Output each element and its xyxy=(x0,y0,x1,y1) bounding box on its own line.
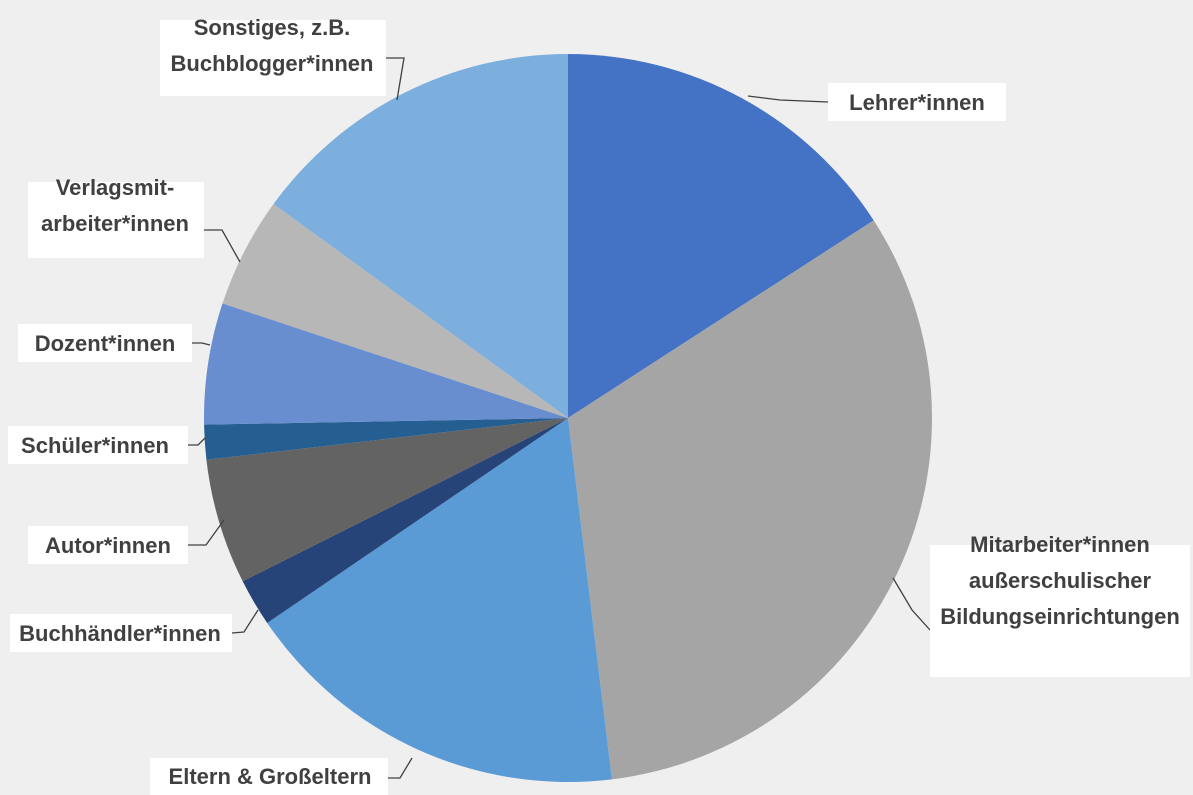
pie-slice-eltern-grosseltern xyxy=(267,418,612,783)
pie-slice-mitarbeiter-innen-ausserschulischer-bildungseinrichtungen xyxy=(568,220,932,780)
label-line: außerschulischer xyxy=(969,568,1152,593)
label-line: Sonstiges, z.B. xyxy=(194,15,350,40)
label-box xyxy=(828,83,1006,121)
label-text: Lehrer*innen xyxy=(849,90,985,115)
data-label-autor-innen: Autor*innen xyxy=(28,519,225,564)
pie-slice-lehrer-innen xyxy=(568,54,874,418)
label-line: Lehrer*innen xyxy=(849,90,985,115)
data-label-verlagsmit-arbeiter-innen: Verlagsmit-arbeiter*innen xyxy=(28,175,241,263)
leader-line xyxy=(231,609,259,634)
label-box xyxy=(28,526,188,564)
label-box xyxy=(28,182,204,258)
pie-slice-schueler-innen xyxy=(204,418,568,460)
label-text: Eltern & Großeltern xyxy=(169,764,372,789)
data-label-buchhaendler-innen: Buchhändler*innen xyxy=(10,609,259,652)
label-text: Dozent*innen xyxy=(35,331,176,356)
label-text: Autor*innen xyxy=(45,533,171,558)
pie-labels: Lehrer*innen Mitarbeiter*innen außerschuli… xyxy=(8,15,1190,795)
data-label-dozent-innen: Dozent*innen xyxy=(18,324,211,362)
label-box xyxy=(18,324,192,362)
pie-slice-verlagsmit-arbeiter-innen xyxy=(222,204,568,418)
label-box xyxy=(930,545,1190,677)
label-box xyxy=(10,614,232,652)
data-label-schueler-innen: Schüler*innen xyxy=(8,426,206,464)
data-label-lehrer-innen: Lehrer*innen xyxy=(747,83,1006,121)
label-text: Buchhändler*innen xyxy=(19,621,221,646)
label-line: Buchhändler*innen xyxy=(19,621,221,646)
pie-slice-autor-innen xyxy=(206,418,568,582)
pie-slice-sonstiges-z-b-buchblogger-innen xyxy=(273,54,568,418)
label-line: Verlagsmit- xyxy=(56,175,175,200)
leader-line xyxy=(204,229,241,263)
leader-line xyxy=(388,757,413,779)
leader-line xyxy=(747,95,829,103)
label-line: Eltern & Großeltern xyxy=(169,764,372,789)
leader-line xyxy=(192,342,211,346)
label-line: Autor*innen xyxy=(45,533,171,558)
label-box xyxy=(160,20,386,96)
label-text: Mitarbeiter*innen außerschulischer Bildung… xyxy=(940,532,1180,629)
leader-line xyxy=(188,519,225,546)
label-line: Bildungseinrichtungen xyxy=(940,604,1180,629)
data-label-mitarbeiter-innen-ausserschulischer-bildungseinrichtungen: Mitarbeiter*innen außerschulischer Bildung… xyxy=(892,532,1190,677)
label-box xyxy=(150,758,388,795)
label-line: Schüler*innen xyxy=(21,433,169,458)
leader-line xyxy=(892,577,931,631)
label-line: Mitarbeiter*innen xyxy=(970,532,1150,557)
data-label-eltern-grosseltern: Eltern & Großeltern xyxy=(150,757,413,795)
label-line: Dozent*innen xyxy=(35,331,176,356)
leader-line xyxy=(386,57,405,101)
label-box xyxy=(8,426,188,464)
pie-slices xyxy=(204,54,932,783)
label-text: Verlagsmit-arbeiter*innen xyxy=(41,175,189,236)
label-line: Buchblogger*innen xyxy=(171,51,374,76)
data-label-sonstiges-z-b-buchblogger-innen: Sonstiges, z.B. Buchblogger*innen xyxy=(160,15,405,101)
leader-line xyxy=(188,437,206,446)
label-text: Sonstiges, z.B. Buchblogger*innen xyxy=(171,15,374,76)
pie-slice-buchhaendler-innen xyxy=(242,418,568,623)
label-text: Schüler*innen xyxy=(21,433,169,458)
pie-slice-dozent-innen xyxy=(204,303,568,425)
label-line: arbeiter*innen xyxy=(41,211,189,236)
